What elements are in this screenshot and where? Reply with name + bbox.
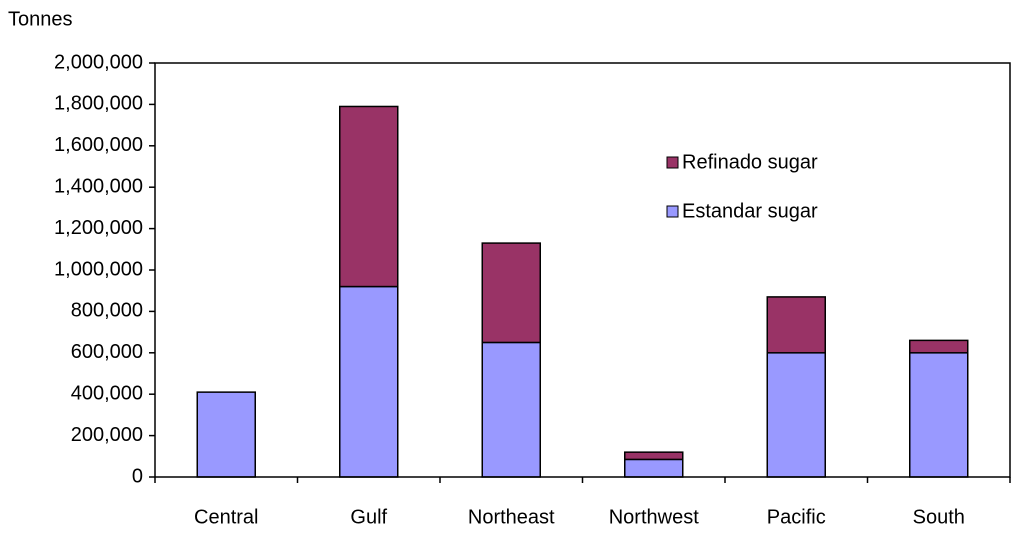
y-tick-label: 1,400,000 [54,175,143,197]
bar-segment [339,105,399,288]
y-tick-label: 400,000 [71,382,143,404]
legend-label: Refinado sugar [682,151,818,173]
bar-segment [909,339,969,354]
bar-segment [481,242,541,344]
legend-swatch [666,156,679,169]
bar-segment [481,341,541,478]
x-tick-label: Northeast [468,506,555,528]
bar-segment [339,285,399,478]
bar-segment [196,391,256,478]
y-tick-label: 1,600,000 [54,134,143,156]
bar-segment [766,296,826,354]
bar-segment [624,451,684,461]
bar-segment [624,458,684,478]
y-tick-label: 1,800,000 [54,93,143,115]
y-tick-label: 1,000,000 [54,258,143,280]
legend-label: Estandar sugar [682,200,818,222]
y-axis-label: Tonnes [8,8,73,30]
x-tick-label: South [913,506,965,528]
y-tick-label: 2,000,000 [54,51,143,73]
x-tick-label: Central [194,506,258,528]
legend-swatch [666,205,679,218]
bar-segment [909,352,969,478]
y-tick-label: 200,000 [71,424,143,446]
x-tick-label: Gulf [350,506,387,528]
bar-segment [766,352,826,478]
y-tick-label: 1,200,000 [54,217,143,239]
x-tick-label: Northwest [609,506,699,528]
y-tick-label: 0 [132,465,143,487]
plot-frame [154,62,1011,478]
x-tick-label: Pacific [767,506,826,528]
y-tick-label: 600,000 [71,341,143,363]
y-tick-label: 800,000 [71,300,143,322]
